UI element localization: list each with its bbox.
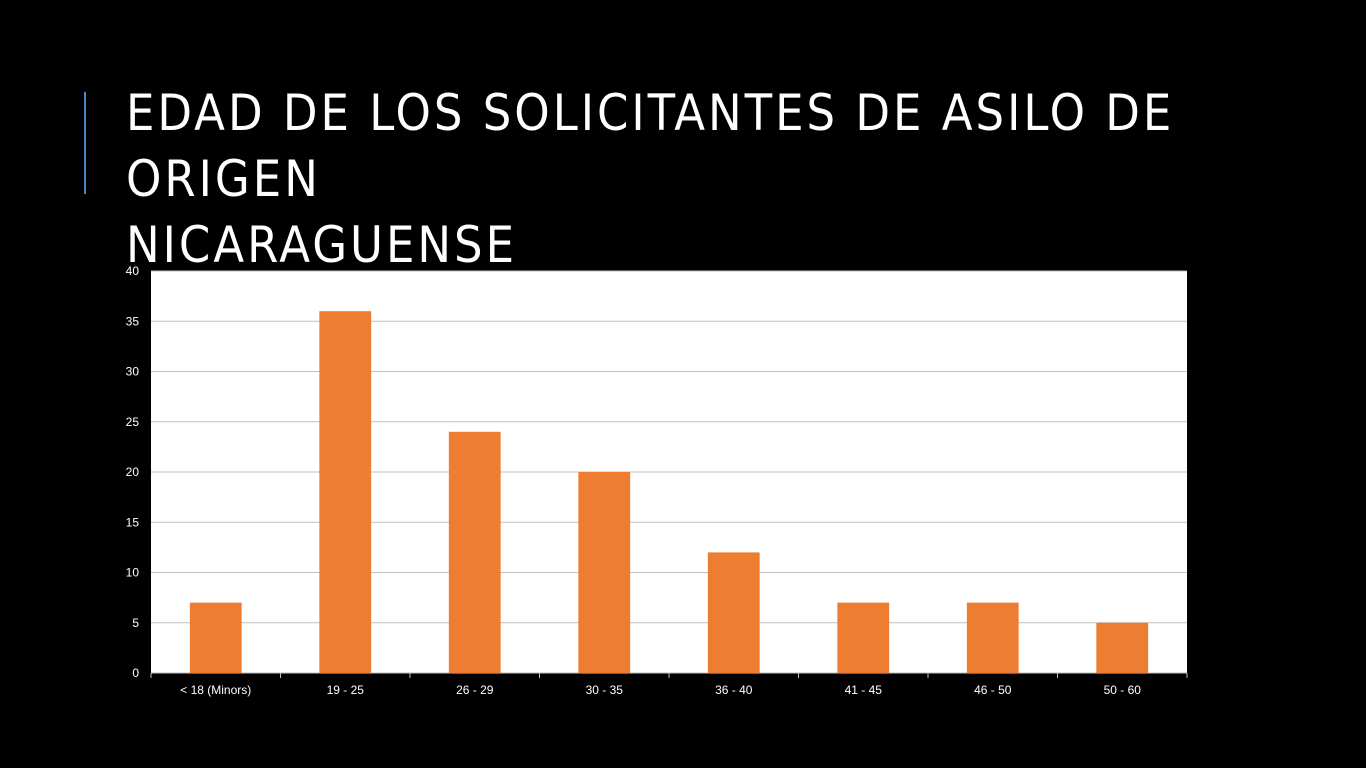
bar-2 [319,311,372,673]
x-tick-label: 26 - 29 [456,683,494,697]
bar-7 [966,602,1019,673]
y-tick-label: 10 [126,566,140,580]
bar-6 [837,602,890,673]
y-tick-label: 5 [132,616,139,630]
title-accent-bar [84,92,86,194]
y-tick-label: 15 [126,515,140,529]
x-tick-label: 30 - 35 [586,683,624,697]
bar-8 [1096,622,1149,673]
y-tick-label: 0 [132,666,139,680]
y-tick-label: 30 [126,365,140,379]
y-tick-label: 40 [126,264,140,278]
x-tick-label: 36 - 40 [715,683,753,697]
x-tick-label: < 18 (Minors) [180,683,251,697]
x-tick-label: 41 - 45 [845,683,883,697]
x-tick-label: 19 - 25 [327,683,365,697]
x-tick-label: 50 - 60 [1104,683,1142,697]
y-tick-label: 20 [126,465,140,479]
bar-1 [189,602,242,673]
x-tick-label: 46 - 50 [974,683,1012,697]
bar-3 [448,431,501,673]
bar-4 [578,472,631,673]
y-tick-label: 25 [126,415,140,429]
bar-5 [707,552,760,673]
y-tick-label: 35 [126,314,140,328]
slide-title: EDAD DE LOS SOLICITANTES DE ASILO DE ORI… [126,84,1175,274]
